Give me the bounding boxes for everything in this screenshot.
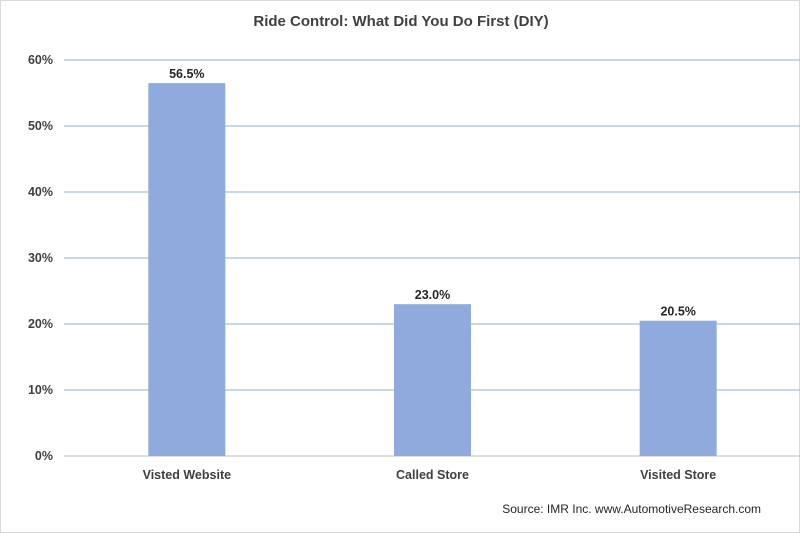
data-label: 56.5% bbox=[169, 67, 204, 81]
y-tick-label: 60% bbox=[28, 53, 53, 67]
bar-visted-website bbox=[148, 83, 226, 456]
y-tick-label: 20% bbox=[28, 317, 53, 331]
data-labels: 56.5% 23.0% 20.5% bbox=[169, 67, 696, 319]
data-label: 20.5% bbox=[660, 305, 695, 319]
y-tick-label: 10% bbox=[28, 383, 53, 397]
bar-called-store bbox=[394, 304, 471, 456]
y-tick-label: 50% bbox=[28, 119, 53, 133]
y-tick-label: 0% bbox=[35, 449, 53, 463]
bars bbox=[148, 83, 717, 456]
category-label: Visted Website bbox=[143, 468, 232, 482]
chart-title: Ride Control: What Did You Do First (DIY… bbox=[253, 13, 548, 30]
source-note: Source: IMR Inc. www.AutomotiveResearch.… bbox=[502, 502, 761, 516]
bar-visited-store bbox=[639, 320, 717, 456]
category-label: Called Store bbox=[396, 468, 469, 482]
category-labels: Visted Website Called Store Visited Store bbox=[143, 468, 717, 482]
y-tick-label: 40% bbox=[28, 185, 53, 199]
y-axis-ticks: 0% 10% 20% 30% 40% 50% 60% bbox=[28, 53, 53, 463]
category-label: Visited Store bbox=[640, 468, 716, 482]
y-tick-label: 30% bbox=[28, 251, 53, 265]
data-label: 23.0% bbox=[415, 288, 450, 302]
